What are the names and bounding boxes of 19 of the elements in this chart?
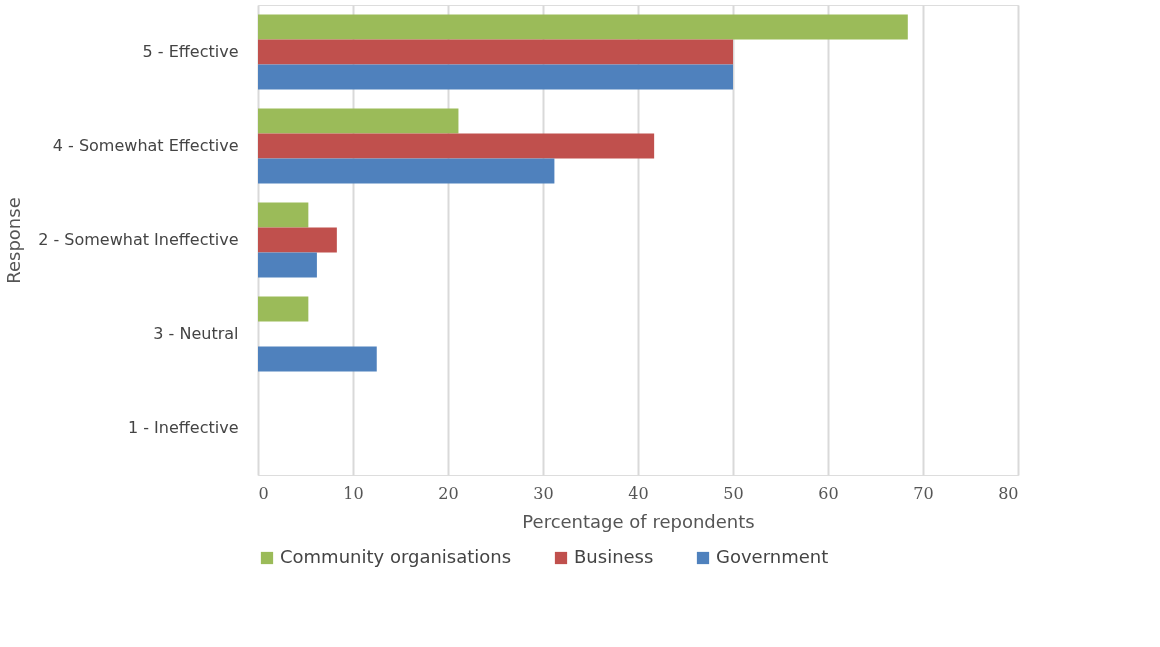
x-tick-label: 0 — [258, 483, 269, 503]
x-tick-label: 20 — [438, 483, 459, 503]
y-tick-label: 4 - Somewhat Effective — [52, 136, 239, 155]
x-tick-label: 50 — [723, 483, 744, 503]
legend-label: Community organisations — [280, 546, 512, 567]
x-tick-label: 80 — [998, 483, 1019, 503]
x-tick-label: 70 — [913, 483, 934, 503]
x-tick-label: 60 — [818, 483, 839, 503]
x-axis-title: Percentage of repondents — [522, 510, 755, 532]
y-tick-label: 5 - Effective — [142, 42, 239, 61]
y-tick-label: 1 - Ineffective — [127, 418, 239, 437]
x-tick-label: 40 — [628, 483, 649, 503]
y-tick-label: 2 - Somewhat Ineffective — [38, 230, 239, 249]
y-tick-label: 3 - Neutral — [153, 324, 239, 343]
x-tick-label: 30 — [533, 483, 554, 503]
y-axis-title: Response — [2, 197, 24, 284]
legend-label: Business — [574, 546, 654, 567]
legend-label: Government — [716, 546, 829, 567]
x-tick-label: 10 — [343, 483, 364, 503]
